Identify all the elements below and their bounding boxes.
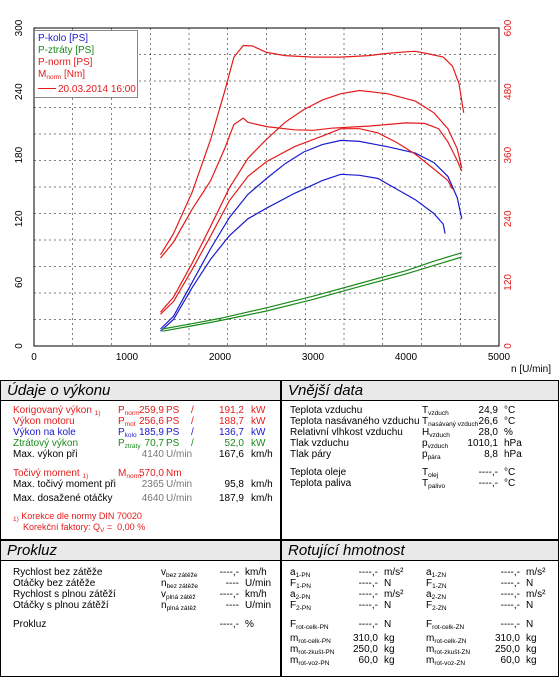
series-line-p_norm [160,128,454,315]
legend-p-norm: P-norm [PS] [38,57,93,68]
kolo-sym: Pkolo [118,427,137,439]
legend-date: 20.03.2014 16:00 [38,84,136,96]
panel-vykon: Údaje o výkonu Korigovaný výkon 1) Pnorm… [0,380,281,540]
maxv-label: Max. výkon při [13,449,78,460]
left-tick-label: 240 [14,83,25,100]
panel-rotujici: Rotující hmotnost a1-PN ----,- m/s² F1-PN --… [281,540,559,677]
left-tick-label: 300 [14,19,25,36]
panel-rotujici-title: Rotující hmotnost [282,541,558,561]
ztrat-label: Ztrátový výkon [13,438,79,449]
legend-p-kolo: P-kolo [PS] [38,33,89,44]
note-norm: 1) Korekce dle normy DIN 70020 [13,511,142,523]
ztrat-sym: Pztráty [118,438,141,450]
motor-label: Výkon motoru [13,416,75,427]
panel-prokluz-title: Prokluz [1,541,280,561]
tick-labels: 0 1000 2000 3000 4000 50000601201802403000120… [14,19,514,363]
left-tick-label: 120 [14,210,25,227]
motor-sym: Pmot [118,416,136,428]
series-line-m_norm [160,117,463,259]
korig-row: Korigovaný výkon 1) [13,405,101,417]
left-tick-label: 0 [14,343,25,349]
x-tick-label: 2000 [209,352,232,363]
note-factor: Korekční faktory: QV = 0,00 % [23,522,146,534]
x-tick-label: 1000 [116,352,139,363]
series-line-p_kolo [160,173,446,332]
right-tick-label: 0 [503,343,514,349]
series-group [159,44,465,332]
x-tick-label: 0 [31,352,37,363]
panel-vnejsi-title: Vnější data [282,381,558,401]
right-tick-label: 240 [503,210,514,227]
x-tick-label: 4000 [395,352,418,363]
panel-vnejsi: Vnější data Teplota vzduchu Tvzduch 24,9 °C… [281,380,559,540]
left-tick-label: 180 [14,146,25,163]
panel-prokluz: Prokluz Rychlost bez zátěže vbez zátěže --… [0,540,281,677]
panel-vykon-title: Údaje o výkonu [1,381,280,401]
x-tick-label: 5000 [488,352,511,363]
moment-sym: Mnorm [118,468,142,480]
korig-sym: Pnorm [118,405,140,417]
x-tick-label: 3000 [302,352,325,363]
right-tick-label: 600 [503,19,514,36]
x-axis-label: n [U/min] [511,364,551,375]
kolo-label: Výkon na kole [13,427,76,438]
right-tick-label: 120 [503,274,514,291]
series-line-p_kolo_2 [160,139,463,330]
moment-label: Točivý moment 1) [13,468,89,480]
left-tick-label: 60 [14,276,25,288]
maxo-label: Max. dosažené otáčky [13,493,113,504]
series-line-p_ztraty [162,256,462,332]
chart-legend: P-kolo [PS] P-ztráty [PS] P-norm [PS] Mn… [34,30,138,98]
series-line-m_norm_2 [159,44,465,256]
legend-p-ztraty: P-ztráty [PS] [38,45,95,56]
series-line-p_ztraty_2 [162,252,462,330]
legend-line-icon [38,88,56,89]
maxm-label: Max. točivý moment při [13,479,116,490]
right-tick-label: 360 [503,146,514,163]
legend-m-norm: Mnorm [Nm] [38,69,86,81]
right-tick-label: 480 [503,83,514,100]
series-line-p_norm_2 [160,89,463,313]
